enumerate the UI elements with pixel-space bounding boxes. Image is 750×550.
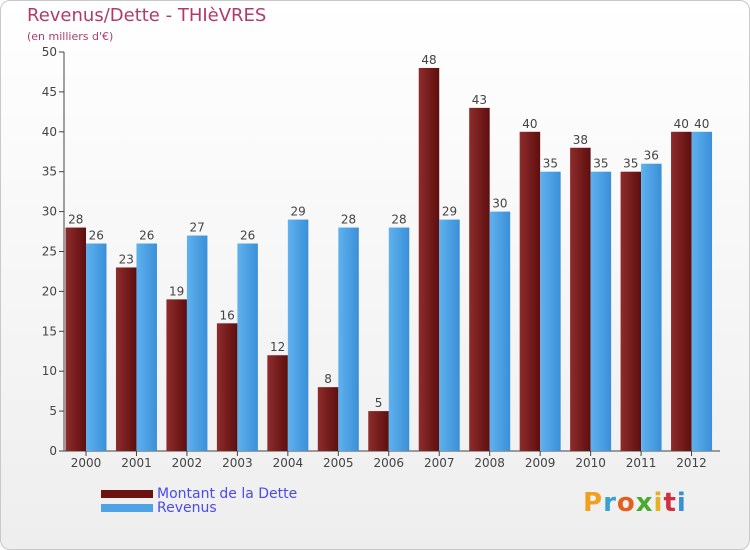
- chart-title: Revenus/Dette - THIèVRES: [27, 5, 267, 26]
- data-label-dette: 19: [169, 284, 184, 298]
- data-label-dette: 12: [270, 340, 285, 354]
- y-tick-label: 0: [49, 444, 57, 458]
- data-label-revenus: 26: [139, 229, 154, 243]
- y-tick-label: 35: [42, 165, 57, 179]
- data-label-revenus: 28: [341, 213, 356, 227]
- bar-revenus: [86, 243, 107, 451]
- x-tick-label: 2005: [323, 456, 354, 470]
- data-label-dette: 40: [674, 117, 689, 131]
- bar-revenus: [439, 219, 460, 451]
- y-tick-label: 45: [42, 85, 57, 99]
- logo-letter: t: [663, 488, 677, 518]
- x-tick-label: 2002: [172, 456, 203, 470]
- legend-label-revenus: Revenus: [157, 500, 217, 516]
- y-tick-label: 40: [42, 125, 57, 139]
- x-tick-label: 2004: [273, 456, 304, 470]
- bar-dette: [65, 227, 86, 451]
- proxiti-logo: Proxiti: [583, 488, 687, 518]
- logo-letter: P: [583, 488, 604, 518]
- bar-dette: [115, 267, 137, 451]
- x-tick-label: 2012: [676, 456, 707, 470]
- x-tick-label: 2003: [222, 456, 253, 470]
- legend-item-dette: Montant de la Dette: [101, 486, 298, 502]
- chart-subtitle: (en milliers d'€): [27, 30, 114, 43]
- data-label-dette: 23: [119, 252, 134, 266]
- data-label-revenus: 35: [593, 157, 608, 171]
- bar-dette: [469, 107, 490, 452]
- data-label-dette: 8: [324, 372, 332, 386]
- bar-dette: [216, 323, 238, 451]
- data-label-dette: 35: [623, 157, 638, 171]
- bar-dette: [317, 387, 339, 451]
- data-label-revenus: 28: [391, 213, 406, 227]
- x-tick-label: 2008: [474, 456, 505, 470]
- chart-legend: Montant de la Dette Revenus: [101, 486, 298, 516]
- bar-dette: [368, 411, 389, 451]
- bar-revenus: [136, 243, 157, 451]
- data-label-dette: 48: [421, 53, 436, 67]
- legend-label-dette: Montant de la Dette: [157, 486, 298, 502]
- bar-revenus: [641, 163, 662, 451]
- bar-revenus: [691, 131, 713, 452]
- y-tick-label: 15: [42, 324, 57, 338]
- y-tick-label: 5: [49, 404, 57, 418]
- bar-dette: [166, 299, 187, 451]
- bar-revenus: [186, 235, 208, 451]
- x-tick-label: 2010: [575, 456, 606, 470]
- y-tick-label: 10: [42, 364, 57, 378]
- bar-dette: [267, 355, 288, 451]
- y-tick-label: 25: [42, 245, 57, 259]
- data-label-revenus: 26: [89, 229, 104, 243]
- data-label-dette: 5: [375, 396, 383, 410]
- bar-revenus: [388, 227, 410, 451]
- logo-letter: i: [653, 488, 664, 518]
- x-tick-label: 2000: [71, 456, 102, 470]
- data-label-revenus: 29: [442, 205, 457, 219]
- data-label-revenus: 35: [543, 157, 558, 171]
- logo-letter: r: [603, 488, 617, 518]
- bar-dette: [570, 147, 591, 451]
- logo-letter: i: [676, 488, 687, 518]
- bar-revenus: [489, 211, 511, 451]
- data-label-dette: 38: [573, 133, 588, 147]
- y-tick-label: 30: [42, 205, 57, 219]
- y-tick-label: 50: [42, 45, 57, 59]
- logo-letter: x: [635, 488, 654, 518]
- data-label-dette: 28: [68, 213, 83, 227]
- bar-revenus: [237, 243, 258, 451]
- bar-dette: [519, 131, 541, 452]
- x-tick-label: 2006: [373, 456, 404, 470]
- data-label-revenus: 29: [290, 205, 305, 219]
- bar-dette: [620, 171, 642, 451]
- legend-swatch-revenus: [101, 504, 153, 512]
- logo-letter: o: [616, 488, 636, 518]
- x-tick-label: 2007: [424, 456, 455, 470]
- x-tick-label: 2001: [121, 456, 152, 470]
- legend-item-revenus: Revenus: [101, 500, 297, 516]
- y-tick-label: 20: [42, 284, 57, 298]
- data-label-revenus: 30: [492, 197, 507, 211]
- bar-revenus: [590, 171, 612, 451]
- bar-dette: [671, 131, 692, 452]
- bar-revenus: [540, 171, 561, 451]
- data-label-revenus: 36: [644, 149, 659, 163]
- data-label-dette: 16: [219, 308, 234, 322]
- data-label-dette: 43: [472, 93, 487, 107]
- legend-swatch-dette: [101, 490, 153, 498]
- data-label-dette: 40: [522, 117, 537, 131]
- data-label-revenus: 27: [190, 221, 205, 235]
- bar-dette: [418, 67, 440, 452]
- data-label-revenus: 26: [240, 229, 255, 243]
- bar-revenus: [338, 227, 359, 451]
- x-tick-label: 2011: [626, 456, 657, 470]
- x-tick-label: 2009: [525, 456, 556, 470]
- bar-revenus: [287, 219, 309, 451]
- data-label-revenus: 40: [694, 117, 709, 131]
